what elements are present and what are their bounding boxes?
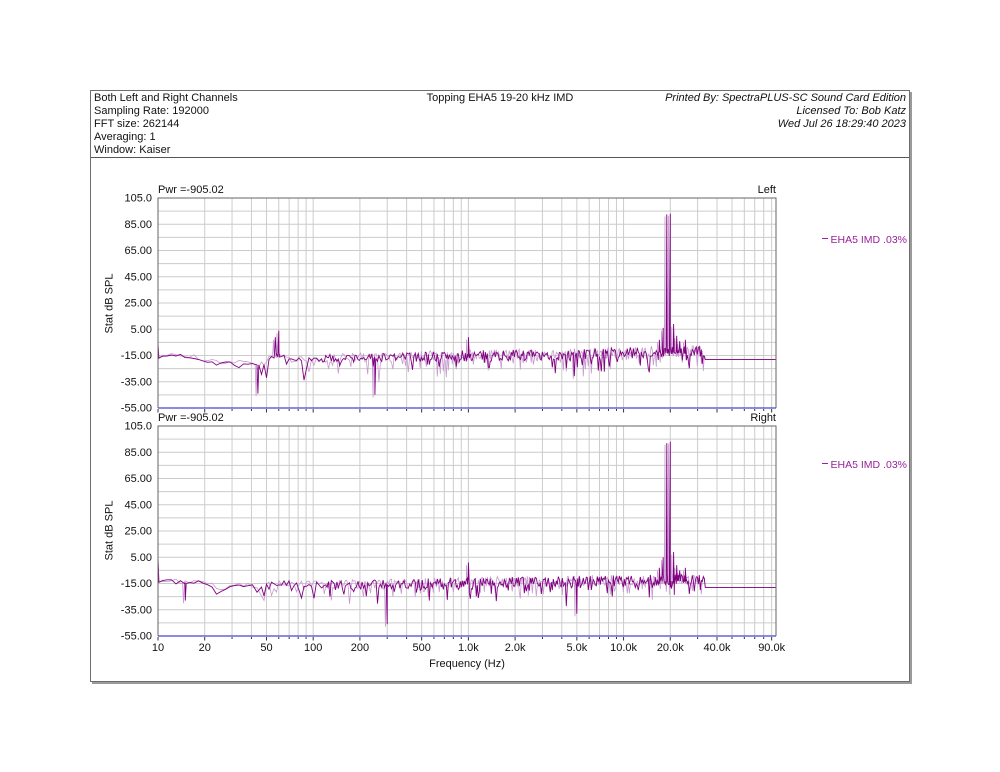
x-tick-label: 500 (412, 642, 430, 654)
y-tick-label: 5.00 (131, 552, 152, 564)
x-tick-label: 100 (304, 642, 322, 654)
x-tick-label: 200 (351, 642, 369, 654)
x-tick-label: 40.0k (704, 642, 731, 654)
y-axis-title-right: Stat dB SPL (103, 500, 116, 561)
x-axis-title: Frequency (Hz) (429, 658, 505, 670)
y-tick-label: 85.00 (124, 219, 152, 231)
x-tick-label: 5.0k (566, 642, 587, 654)
pwr-label-right: Pwr =-905.02 (158, 412, 224, 424)
spectrum-plots-svg: 105.0 85.00 65.00 45.00 25.00 5.00 -15.00 -35.0… (121, 193, 786, 655)
channel-label-left: Left (757, 184, 776, 196)
print-info: Printed By: SpectraPLUS-SC Sound Card Ed… (665, 92, 906, 131)
y-axis-title-left: Stat dB SPL (103, 273, 116, 334)
pwr-label-left: Pwr =-905.02 (158, 184, 224, 196)
x-tick-label: 50 (260, 642, 272, 654)
x-ticks (157, 637, 773, 641)
x-tick-label: 20.0k (657, 642, 684, 654)
report-title: Topping EHA5 19-20 kHz IMD (426, 92, 574, 104)
grid (158, 426, 776, 636)
y-tick-label: -55.00 (121, 631, 152, 643)
legend-dash-icon (821, 238, 828, 239)
left-channel-spectrum-group: 105.0 85.00 65.00 45.00 25.00 5.00 -15.00 -35.0… (121, 193, 777, 415)
x-tick-label: 10 (152, 642, 164, 654)
plot-border (157, 197, 777, 408)
left-channel-spectrum-trace (158, 213, 776, 395)
left-channel-spectrum-trace-secondary (158, 215, 776, 398)
legend-right: EHA5 IMD .03% (821, 459, 907, 471)
y-tick-label: 5.00 (131, 324, 152, 336)
right-channel-spectrum-trace (158, 441, 776, 625)
x-tick-label: 2.0k (505, 642, 526, 654)
legend-label-right: EHA5 IMD .03% (830, 459, 907, 471)
y-tick-label: 105.0 (124, 193, 152, 205)
analysis-settings: Both Left and Right Channels Sampling Ra… (94, 92, 238, 157)
legend-label-left: EHA5 IMD .03% (830, 234, 907, 246)
channel-label-right: Right (750, 412, 776, 424)
x-tick-label: 10.0k (610, 642, 637, 654)
y-tick-label: 25.00 (124, 526, 152, 538)
printed-by-line: Printed By: SpectraPLUS-SC Sound Card Ed… (665, 92, 906, 104)
y-tick-label: 45.00 (124, 499, 152, 511)
report-frame: Both Left and Right Channels Sampling Ra… (90, 90, 910, 682)
y-tick-label: -55.00 (121, 403, 152, 415)
print-date-line: Wed Jul 26 18:29:40 2023 (777, 117, 906, 130)
y-tick-label: 65.00 (124, 245, 152, 257)
right-channel-spectrum-group: 105.0 85.00 65.00 45.00 25.00 5.00 -15.00 -35.0… (121, 421, 786, 655)
y-tick-label: 45.00 (124, 271, 152, 283)
right-channel-spectrum-trace-secondary (158, 443, 776, 627)
y-tick-label: -15.00 (121, 350, 152, 362)
plot-border (157, 425, 777, 636)
y-tick-label: -35.00 (121, 604, 152, 616)
fft-size-line: FFT size: 262144 (94, 117, 180, 130)
window-line: Window: Kaiser (94, 143, 171, 156)
y-tick-label: 65.00 (124, 473, 152, 485)
y-tick-label: 85.00 (124, 447, 152, 459)
y-tick-label: 25.00 (124, 298, 152, 310)
report-header: Both Left and Right Channels Sampling Ra… (91, 91, 909, 158)
y-tick-label: -35.00 (121, 376, 152, 388)
x-tick-label: 1.0k (458, 642, 479, 654)
x-tick-label: 90.0k (758, 642, 785, 654)
grid (158, 198, 776, 408)
legend-left: EHA5 IMD .03% (821, 234, 907, 246)
x-ticks (157, 409, 773, 413)
x-tick-label: 20 (199, 642, 211, 654)
y-tick-label: -15.00 (121, 578, 152, 590)
legend-dash-icon (821, 463, 828, 464)
y-tick-label: 105.0 (124, 421, 152, 433)
sampling-rate-line: Sampling Rate: 192000 (94, 104, 209, 117)
licensed-to-line: Licensed To: Bob Katz (796, 104, 906, 117)
averaging-line: Averaging: 1 (94, 130, 156, 143)
channels-line: Both Left and Right Channels (94, 92, 238, 104)
